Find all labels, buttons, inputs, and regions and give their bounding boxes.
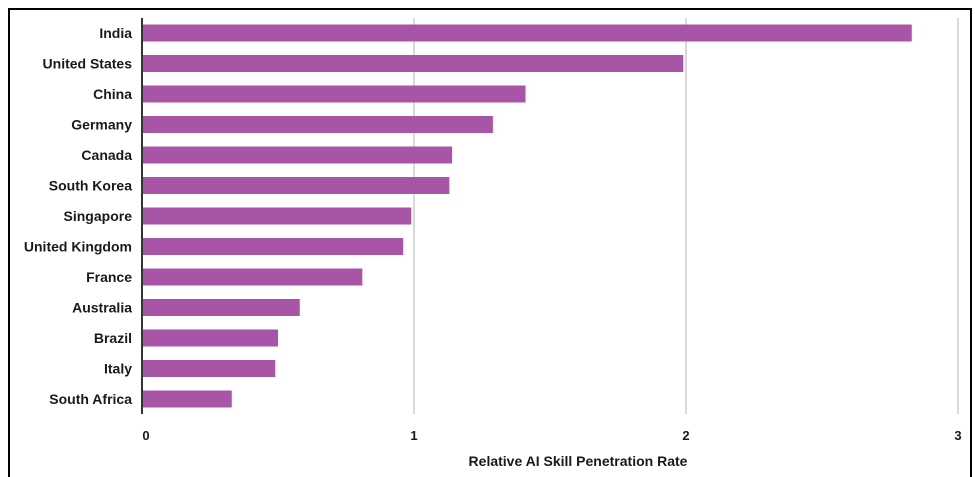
bar-south-korea bbox=[142, 177, 450, 194]
bar-south-africa bbox=[142, 390, 232, 408]
bar-singapore bbox=[142, 207, 412, 225]
x-tick-label-1: 1 bbox=[410, 428, 417, 443]
x-axis-title: Relative AI Skill Penetration Rate bbox=[469, 453, 688, 469]
category-label-france: France bbox=[86, 269, 132, 285]
x-tick-labels: 0 1 2 3 bbox=[142, 428, 961, 443]
category-label-china: China bbox=[93, 86, 132, 102]
category-label-south-korea: South Korea bbox=[49, 178, 132, 194]
category-label-italy: Italy bbox=[104, 361, 132, 377]
category-label-india: India bbox=[99, 25, 132, 41]
bar-australia bbox=[142, 299, 300, 316]
bar-italy bbox=[142, 360, 276, 377]
bar-canada bbox=[142, 146, 453, 164]
category-label-australia: Australia bbox=[72, 300, 132, 316]
x-tick-label-0: 0 bbox=[142, 428, 149, 443]
category-label-united-states: United States bbox=[43, 56, 133, 72]
x-tick-label-3: 3 bbox=[954, 428, 961, 443]
bar-china bbox=[142, 85, 526, 103]
category-label-brazil: Brazil bbox=[94, 330, 132, 346]
category-label-canada: Canada bbox=[81, 147, 132, 163]
gridlines bbox=[413, 18, 959, 414]
category-label-germany: Germany bbox=[71, 117, 132, 133]
bar-brazil bbox=[142, 329, 278, 347]
x-tick-label-2: 2 bbox=[682, 428, 689, 443]
category-label-united-kingdom: United Kingdom bbox=[24, 239, 132, 255]
bar-france bbox=[142, 268, 363, 286]
bar-united-states bbox=[142, 55, 684, 72]
bar-united-kingdom bbox=[142, 238, 404, 255]
category-labels: India United States China Germany Canada Sout… bbox=[24, 25, 132, 407]
bar-india bbox=[142, 24, 912, 42]
bars bbox=[142, 24, 912, 408]
category-label-south-africa: South Africa bbox=[49, 391, 132, 407]
bar-germany bbox=[142, 116, 493, 133]
category-label-singapore: Singapore bbox=[64, 208, 133, 224]
